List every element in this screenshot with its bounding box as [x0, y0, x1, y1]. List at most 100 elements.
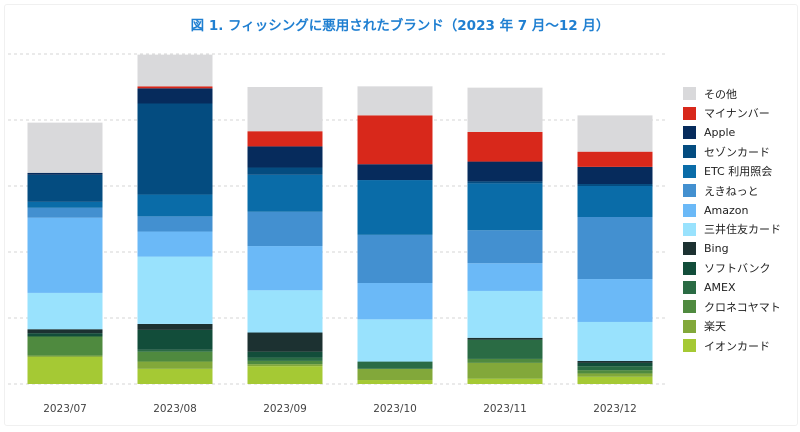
- bar-segment: [27, 355, 103, 357]
- legend-label: AMEX: [704, 281, 736, 295]
- legend-label: Apple: [704, 125, 736, 139]
- bar-segment: [137, 351, 213, 362]
- legend-label: えきねっと: [704, 184, 759, 198]
- bar-segment: [137, 231, 213, 257]
- legend-item: セゾンカード: [683, 142, 781, 161]
- legend-swatch: [683, 106, 696, 120]
- legend-item: その他: [683, 84, 781, 103]
- bar-segment: [137, 194, 213, 217]
- legend-label: 三井住友カード: [704, 223, 781, 237]
- bar-segment: [467, 87, 543, 132]
- bar-segment: [247, 146, 323, 168]
- bar-segment: [247, 290, 323, 333]
- bar-stack-2023-08: [137, 54, 213, 384]
- bar-segment: [577, 279, 653, 322]
- x-tick-label: 2023/09: [263, 403, 307, 415]
- bar-segment: [137, 368, 213, 384]
- bar-segment: [27, 356, 103, 384]
- legend-item: ソフトバンク: [683, 259, 781, 278]
- bar-segment: [467, 339, 543, 359]
- bar-segment: [247, 87, 323, 132]
- bar-segment: [27, 174, 103, 202]
- bar-segment: [577, 366, 653, 371]
- bar-segment: [247, 366, 323, 384]
- bar-segment: [357, 368, 433, 381]
- bar-segment: [247, 360, 323, 365]
- legend-swatch: [683, 242, 696, 256]
- bar-segment: [137, 361, 213, 369]
- bar-segment: [577, 321, 653, 361]
- bar-segment: [247, 351, 323, 358]
- bar-segment: [27, 217, 103, 293]
- bar-segment: [577, 360, 653, 363]
- bar-segment: [247, 246, 323, 291]
- bar-segment: [247, 211, 323, 247]
- legend-item: えきねっと: [683, 181, 781, 200]
- bar-stack-2023-11: [467, 87, 543, 384]
- legend-swatch: [683, 203, 696, 217]
- bar-segment: [247, 174, 323, 212]
- bar-segment: [137, 88, 213, 104]
- legend-item: 三井住友カード: [683, 220, 781, 239]
- bar-segment: [467, 183, 543, 231]
- bar-segment: [467, 161, 543, 182]
- bar-segment: [467, 337, 543, 340]
- bar-stack-2023-09: [247, 87, 323, 384]
- legend-label: イオンカード: [704, 339, 770, 353]
- legend-label: ETC 利用照会: [704, 165, 773, 179]
- legend-swatch: [683, 281, 696, 295]
- bar-segment: [137, 323, 213, 330]
- bar-segment: [357, 283, 433, 320]
- legend-swatch: [683, 184, 696, 198]
- bar-segment: [467, 263, 543, 291]
- bar-stack-2023-12: [577, 115, 653, 384]
- bar-segment: [577, 184, 653, 186]
- bar-segment: [357, 380, 433, 384]
- bar-stack-2023-10: [357, 86, 433, 384]
- bar-segment: [577, 217, 653, 280]
- x-tick-label: 2023/12: [593, 403, 637, 415]
- bar-segment: [247, 332, 323, 352]
- bar-segment: [27, 122, 103, 173]
- bar-segment: [577, 373, 653, 377]
- x-axis-ticks: 2023/07 2023/08 2023/09 2023/10 2023/11 2023/…: [43, 403, 637, 415]
- legend-swatch: [683, 261, 696, 275]
- legend-label: Amazon: [704, 203, 749, 217]
- bar-segment: [357, 115, 433, 165]
- legend-item: イオンカード: [683, 336, 781, 355]
- bar-segment: [27, 336, 103, 356]
- bar-segment: [467, 362, 543, 379]
- bar-segment: [247, 167, 323, 175]
- x-tick-label: 2023/07: [43, 403, 87, 415]
- x-tick-label: 2023/10: [373, 403, 417, 415]
- chart-title: 図 1. フィッシングに悪用されたブランド（2023 年 7 月〜12 月）: [190, 18, 610, 34]
- bar-segment: [357, 361, 433, 369]
- bar-segment: [467, 378, 543, 384]
- bar-segment: [467, 358, 543, 363]
- legend-swatch: [683, 164, 696, 178]
- bar-segment: [137, 54, 213, 87]
- bar-segment: [577, 115, 653, 152]
- bar-segment: [137, 216, 213, 232]
- bar-segment: [27, 329, 103, 334]
- legend-label: セゾンカード: [704, 145, 770, 159]
- legend-item: Amazon: [683, 200, 781, 219]
- legend-swatch: [683, 145, 696, 159]
- bar-segment: [137, 86, 213, 89]
- legend-swatch: [683, 319, 696, 333]
- bar-segment: [27, 201, 103, 208]
- bar-segment: [357, 180, 433, 235]
- legend-swatch: [683, 125, 696, 139]
- bar-segment: [467, 181, 543, 184]
- bar-segment: [577, 370, 653, 374]
- legend-item: 楽天: [683, 317, 781, 336]
- legend-swatch: [683, 300, 696, 314]
- legend-item: マイナンバー: [683, 103, 781, 122]
- legend-label: 楽天: [704, 320, 726, 334]
- bar-segment: [577, 376, 653, 384]
- bar-segment: [577, 151, 653, 167]
- legend-item: ETC 利用照会: [683, 162, 781, 181]
- bars: [27, 54, 653, 384]
- legend-swatch: [683, 222, 696, 236]
- bar-segment: [357, 86, 433, 116]
